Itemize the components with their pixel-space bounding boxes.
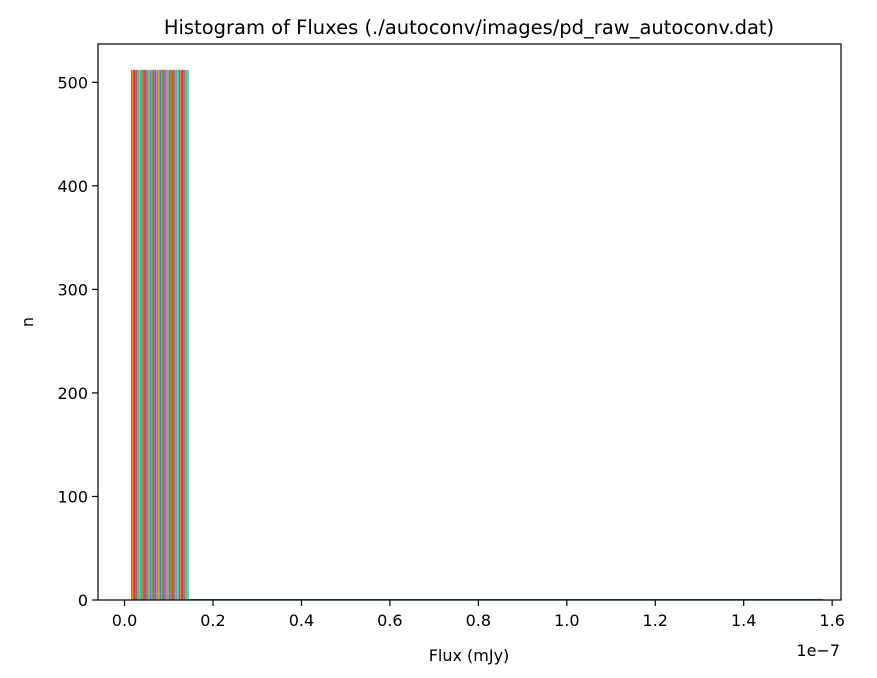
histogram-bar [146,69,148,601]
histogram-bar [163,69,165,601]
y-tick-label: 500 [57,73,88,92]
x-tick-label: 0.8 [466,611,491,630]
histogram-bar [151,69,153,601]
x-axis-ticks: 0.0 0.2 0.4 0.6 0.8 1.0 1.2 1.4 1.6 [112,600,845,630]
histogram-bar [157,69,159,601]
histogram-bar [131,69,133,601]
histogram-bar [176,69,178,601]
histogram-bar [153,69,155,601]
histogram-bar [133,69,135,601]
histogram-bar [178,69,180,601]
histogram-bar [139,69,141,601]
histogram-bar [166,69,168,601]
histogram-bar [155,69,157,601]
histogram-bar [183,69,185,601]
histogram-bar [185,69,187,601]
histogram-bar [172,69,174,601]
histogram-bar [150,69,152,601]
x-tick-label: 1.0 [554,611,579,630]
histogram-bar [171,69,173,601]
histogram-bar [175,69,177,601]
histogram-bar [181,69,183,601]
histogram-bar [137,69,139,601]
histogram-bar [158,69,160,601]
histogram-bar [141,69,143,601]
histogram-bar [158,69,159,601]
x-tick-label: 0.0 [112,611,137,630]
histogram-bar [156,69,158,601]
histogram-bar [169,69,171,601]
histogram-bar [136,69,138,601]
histogram-bar [167,69,169,601]
histogram-bar [162,69,164,601]
histogram-bar [177,69,179,601]
histogram-bar [154,69,156,601]
x-tick-label: 1.6 [819,611,844,630]
histogram-bar [186,69,188,601]
histogram-bar [160,69,162,601]
y-axis-label: n [18,317,37,327]
x-tick-label: 0.4 [289,611,314,630]
histogram-bar [144,69,146,601]
x-axis-label: Flux (mJy) [429,646,510,665]
histogram-bar [187,69,189,601]
histogram-bar [168,69,170,601]
histogram-bar [152,69,154,601]
histogram-bar [134,69,136,601]
x-tick-label: 1.2 [643,611,668,630]
histogram-bar [161,69,163,601]
y-tick-label: 0 [78,591,88,610]
histogram-bar [145,69,147,601]
histogram-bar [132,69,134,601]
histogram-bar [180,69,182,601]
y-tick-label: 400 [57,177,88,196]
x-tick-label: 1.4 [731,611,756,630]
histogram-bar [184,69,186,601]
histogram-bar [147,69,149,601]
histogram-bar [174,69,176,601]
histogram-bar [135,69,136,601]
x-axis-offset-label: 1e−7 [796,641,840,660]
x-tick-label: 0.6 [377,611,402,630]
plot-frame [97,43,842,601]
histogram-bar [143,69,145,601]
histogram-bar [173,69,175,601]
histogram-bar [164,69,166,601]
histogram-bar [135,69,137,601]
y-tick-label: 200 [57,384,88,403]
histogram-bars [131,69,824,601]
histogram-bar [140,69,142,601]
histogram-bar [165,69,167,601]
histogram-bar [148,69,150,601]
x-tick-label: 0.2 [200,611,225,630]
y-tick-label: 300 [57,280,88,299]
histogram-bar [182,69,184,601]
chart-title: Histogram of Fluxes (./autoconv/images/p… [164,16,774,39]
y-tick-label: 100 [57,487,88,506]
histogram-bar [138,69,140,601]
histogram-bar [142,69,144,601]
histogram-bar [180,69,181,601]
histogram-bar [170,69,172,601]
histogram-bar [159,69,161,601]
histogram-bar [179,69,181,601]
y-axis-ticks: 0 100 200 300 400 500 [57,73,98,610]
histogram-bar [149,69,151,601]
